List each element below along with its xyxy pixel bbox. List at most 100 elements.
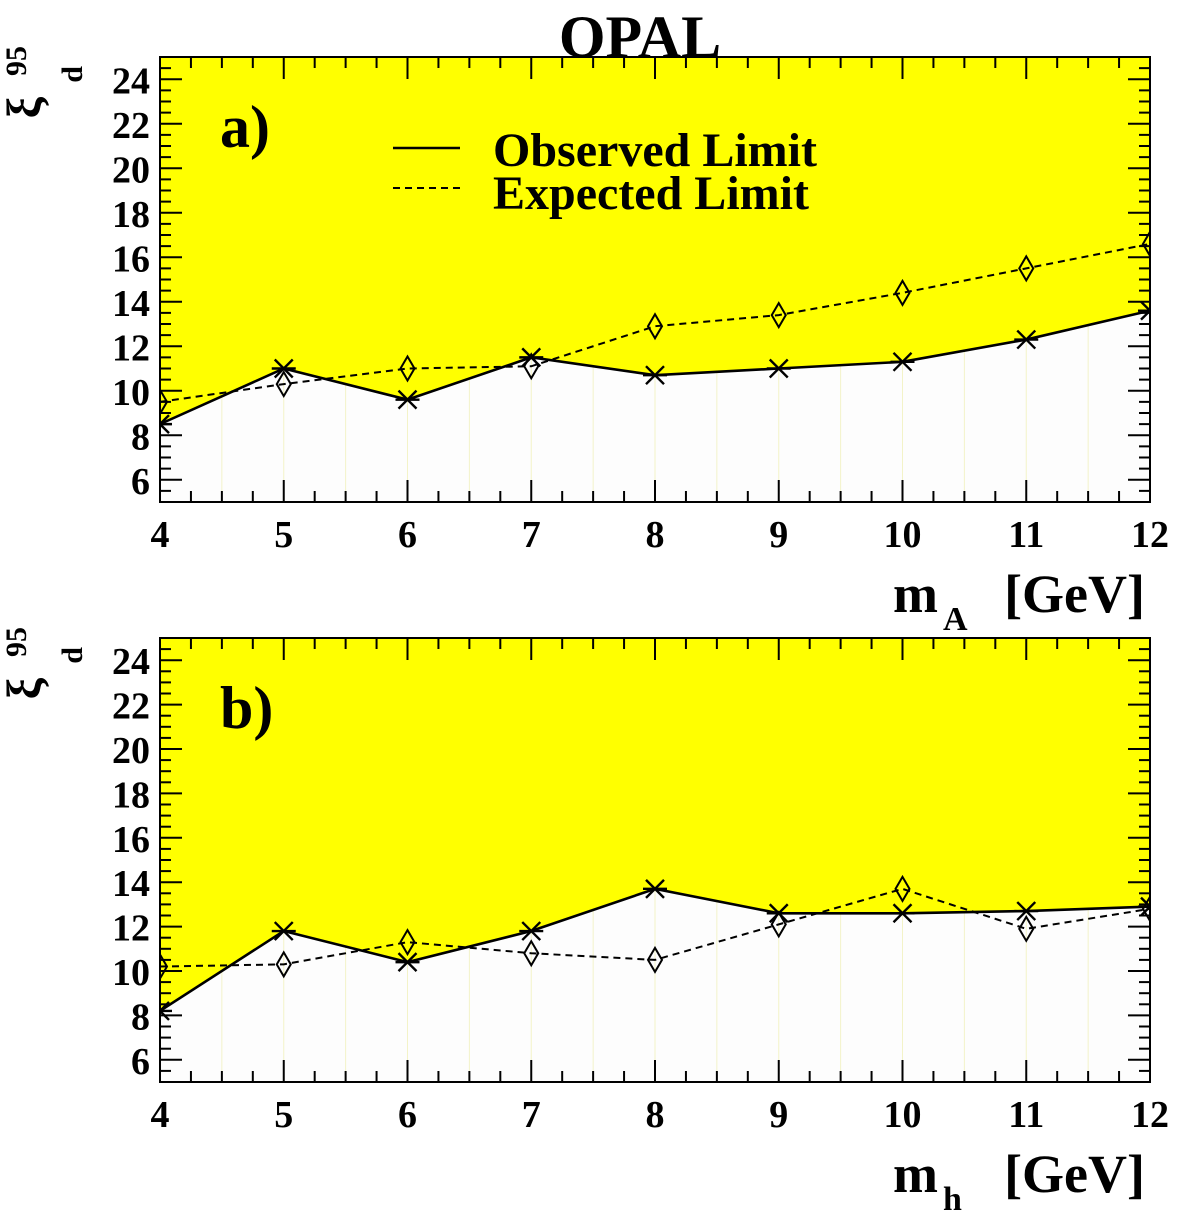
expected-limit-line: [160, 887, 1150, 968]
expected-limit-point: [770, 910, 787, 939]
x-axis-label-subscript: h: [943, 1181, 962, 1213]
y-axis-label-subscript: d: [56, 647, 89, 664]
expected-limit-point: [1018, 914, 1035, 943]
y-axis-label-subscript: d: [56, 66, 89, 83]
y-axis-label: ξ 95 d: [0, 46, 89, 118]
y-tick-label: 8: [131, 416, 150, 458]
x-tick-label: 10: [884, 514, 922, 556]
x-tick-label: 5: [274, 514, 293, 556]
observed-limit-point: [1138, 300, 1150, 321]
y-tick-label: 20: [112, 730, 150, 772]
y-tick-label: 10: [112, 952, 150, 994]
expected-limit-point: [1018, 254, 1035, 283]
legend-observed-label: Observed Limit: [493, 124, 817, 177]
x-tick-label: 12: [1131, 514, 1169, 556]
x-tick-label: 9: [769, 1094, 788, 1136]
x-tick-label: 7: [522, 514, 541, 556]
x-tick-label: 5: [274, 1094, 293, 1136]
x-axis-label: m A [GeV]: [893, 564, 1145, 638]
x-tick-label: 4: [151, 514, 170, 556]
expected-limit-point: [160, 387, 169, 416]
expected-limit-point: [160, 952, 169, 981]
x-tick-label: 11: [1008, 514, 1044, 556]
observed-limit-point: [395, 952, 420, 972]
y-tick-label: 6: [131, 1041, 150, 1083]
panel-label: b): [220, 675, 273, 741]
expected-limit-point: [1141, 894, 1150, 923]
expected-limit-point: [275, 950, 292, 979]
expected-limit-point: [275, 370, 292, 399]
observed-limit-point: [1014, 329, 1039, 350]
x-axis-label: m h [GeV]: [893, 1144, 1145, 1213]
expected-limit-point: [523, 939, 540, 968]
observed-limit-point: [643, 879, 667, 899]
y-tick-label: 14: [112, 283, 150, 325]
x-tick-label: 6: [398, 514, 417, 556]
panel-label: a): [220, 94, 270, 160]
plot-area: [160, 874, 1150, 1021]
y-axis-label: ξ 95 d: [0, 627, 89, 699]
y-tick-label: 24: [112, 60, 150, 102]
y-tick-label: 18: [112, 194, 150, 236]
y-tick-label: 6: [131, 461, 150, 503]
y-tick-label: 18: [112, 774, 150, 816]
x-axis-label-unit: [GeV]: [1004, 564, 1145, 624]
y-tick-label: 22: [112, 686, 150, 728]
observed-limit-point: [271, 921, 296, 941]
allowed-region-hatch: [221, 888, 1089, 1082]
x-tick-label: 12: [1131, 1094, 1169, 1136]
x-tick-label: 9: [769, 514, 788, 556]
y-tick-label: 10: [112, 372, 150, 414]
observed-limit-point: [643, 365, 667, 386]
x-tick-label: 6: [398, 1094, 417, 1136]
y-tick-label: 12: [112, 908, 150, 950]
y-tick-label: 24: [112, 641, 150, 683]
x-tick-label: 8: [646, 1094, 665, 1136]
x-tick-label: 11: [1008, 1094, 1044, 1136]
y-axis-label-superscript: 95: [0, 46, 33, 76]
observed-limit-point: [519, 921, 544, 941]
plot-area: [160, 229, 1150, 434]
y-tick-label: 14: [112, 863, 150, 905]
expected-limit-point: [646, 945, 664, 974]
expected-limit-point: [1141, 229, 1150, 258]
observed-limit-point: [1138, 896, 1150, 917]
expected-limit-point: [523, 352, 540, 381]
expected-limit-point: [770, 301, 787, 330]
y-axis-label-symbol: ξ: [0, 96, 51, 118]
x-axis-label-main: m: [893, 564, 938, 624]
y-axis-label-superscript: 95: [0, 627, 33, 657]
y-tick-label: 12: [112, 327, 150, 369]
observed-limit-point: [1014, 901, 1039, 921]
legend-expected-label: Expected Limit: [493, 167, 809, 220]
x-axis-label-unit: [GeV]: [1004, 1144, 1145, 1204]
x-tick-label: 4: [151, 1094, 170, 1136]
observed-limit-point: [890, 351, 915, 372]
x-tick-label: 10: [884, 1094, 922, 1136]
y-tick-label: 20: [112, 149, 150, 191]
axis-ticks: [159, 56, 1151, 503]
y-tick-label: 8: [131, 996, 150, 1038]
expected-limit-point: [399, 928, 416, 957]
expected-limit-point: [894, 278, 911, 307]
y-tick-label: 22: [112, 105, 150, 147]
x-axis-label-main: m: [893, 1144, 938, 1204]
observed-limit-point: [160, 1001, 172, 1021]
observed-limit-point: [160, 414, 172, 434]
y-tick-label: 16: [112, 819, 150, 861]
axis-ticks: [159, 637, 1151, 1083]
observed-limit-point: [395, 389, 420, 410]
observed-limit-point: [766, 358, 791, 379]
observed-limit-point: [271, 358, 296, 379]
x-axis-label-subscript: A: [943, 601, 968, 638]
expected-limit-point: [399, 354, 416, 383]
x-tick-label: 8: [646, 514, 665, 556]
expected-limit-point: [894, 874, 911, 903]
observed-limit-point: [890, 903, 915, 924]
y-axis-label-symbol: ξ: [0, 677, 51, 699]
x-tick-label: 7: [522, 1094, 541, 1136]
